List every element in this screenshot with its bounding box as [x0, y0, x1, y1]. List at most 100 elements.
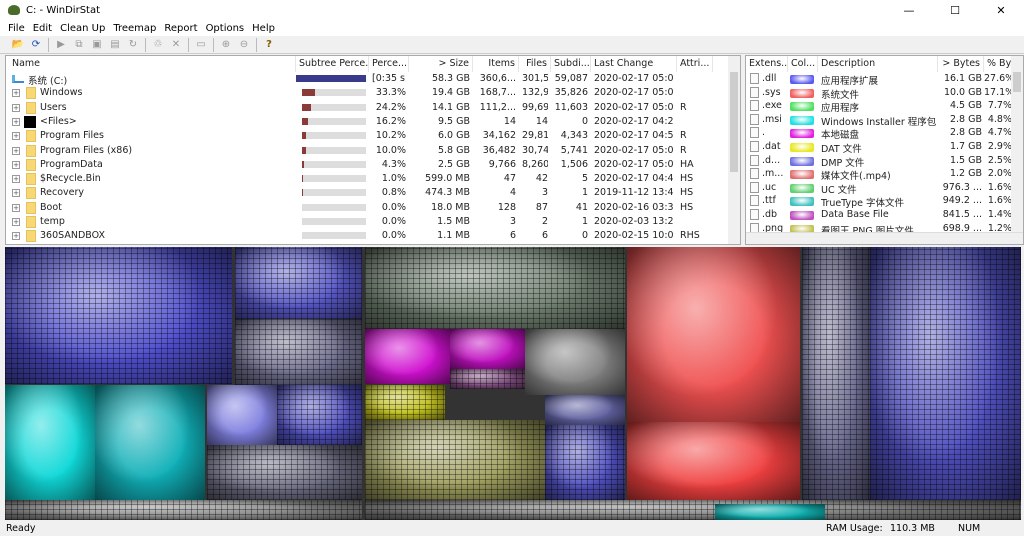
extension-row[interactable]: .uc UC 文件 976.3 ... 1.6%: [746, 181, 1023, 196]
column-header-subdirs[interactable]: Subdi...: [551, 56, 591, 72]
column-header-items[interactable]: Items: [473, 56, 519, 72]
recycle-icon[interactable]: ♲: [153, 39, 163, 50]
tree-row[interactable]: + Windows 33.3% 19.4 GB 168,7... 132,9... 35,8…: [6, 86, 740, 100]
treemap-cell[interactable]: [450, 329, 525, 369]
tree-root-row[interactable]: 系统 (C:) [0:35 s] 58.3 GB 360,6... 301,5... 59…: [6, 72, 740, 87]
tree-row[interactable]: + Boot 0.0% 18.0 MB 128 87 41 2020-02-16 03:3..…: [6, 201, 740, 215]
expand-toggle[interactable]: +: [12, 89, 20, 98]
expand-toggle[interactable]: +: [12, 160, 20, 169]
extension-row[interactable]: .sys 系统文件 10.0 GB 17.1%: [746, 86, 1023, 101]
expand-toggle[interactable]: +: [12, 232, 20, 241]
tree-row[interactable]: + temp 0.0% 1.5 MB 3 2 1 2020-02-03 13:2...: [6, 215, 740, 229]
menu-treemap[interactable]: Treemap: [113, 22, 157, 34]
treemap-cell[interactable]: [5, 247, 232, 384]
menu-report[interactable]: Report: [164, 22, 198, 34]
ext-column-header-2[interactable]: Description: [818, 56, 938, 72]
menu-edit[interactable]: Edit: [32, 22, 53, 34]
treemap-cell[interactable]: [627, 247, 800, 422]
treemap-cell[interactable]: [235, 247, 362, 319]
extension-row[interactable]: .d... DMP 文件 1.5 GB 2.5%: [746, 154, 1023, 169]
treemap-cell[interactable]: [365, 385, 445, 420]
expand-toggle[interactable]: +: [12, 203, 20, 212]
treemap-cell[interactable]: [5, 385, 95, 500]
column-header-percent[interactable]: Perce...: [369, 56, 409, 72]
close-button[interactable]: ✕: [996, 3, 1006, 17]
menu-options[interactable]: Options: [205, 22, 245, 34]
menu-help[interactable]: Help: [252, 22, 275, 34]
cmd-icon[interactable]: ▤: [110, 39, 120, 50]
treemap-cell[interactable]: [450, 369, 525, 389]
treemap-cell[interactable]: [277, 385, 362, 445]
extension-row[interactable]: . 本地磁盘 2.8 GB 4.7%: [746, 126, 1023, 141]
column-header-last-change[interactable]: Last Change: [591, 56, 677, 72]
maximize-button[interactable]: ☐: [950, 3, 960, 17]
column-header-name[interactable]: Name: [9, 56, 296, 72]
treemap-cell[interactable]: [715, 504, 825, 520]
menu-file[interactable]: File: [8, 22, 25, 34]
zoom-out-icon[interactable]: ⊖: [239, 39, 249, 50]
expand-toggle[interactable]: +: [12, 189, 20, 198]
tree-row[interactable]: + Users 24.2% 14.1 GB 111,2... 99,692 11,603 20…: [6, 101, 740, 115]
treemap-cell[interactable]: [207, 385, 277, 445]
treemap-cell[interactable]: [365, 247, 625, 329]
tree-row[interactable]: + <Files> 16.2% 9.5 GB 14 14 0 2020-02-17 04:2.…: [6, 115, 740, 129]
expand-toggle[interactable]: +: [12, 132, 20, 141]
zoom-in-icon[interactable]: ⊕: [221, 39, 231, 50]
treemap[interactable]: [5, 247, 1021, 520]
refresh-icon[interactable]: ⟳: [31, 39, 41, 50]
column-header-attr[interactable]: Attri...: [677, 56, 713, 72]
treemap-cell[interactable]: [207, 445, 362, 500]
tree-row[interactable]: + Program Files (x86) 10.0% 5.8 GB 36,482 30,…: [6, 144, 740, 158]
minimize-button[interactable]: —: [903, 3, 915, 17]
delete-icon[interactable]: ✕: [171, 39, 181, 50]
ext-column-header-3[interactable]: > Bytes: [938, 56, 984, 72]
treemap-cell[interactable]: [545, 425, 625, 500]
properties-icon[interactable]: ▭: [196, 39, 206, 50]
extension-row[interactable]: .exe 应用程序 4.5 GB 7.7%: [746, 99, 1023, 114]
treemap-cell[interactable]: [95, 385, 205, 500]
extension-row[interactable]: .msi Windows Installer 程序包 2.8 GB 4.8%: [746, 113, 1023, 128]
ext-column-header-1[interactable]: Col...: [788, 56, 818, 72]
ext-horizontal-scrollbar[interactable]: [746, 232, 1023, 244]
explorer-icon[interactable]: ▣: [92, 39, 102, 50]
treemap-cell[interactable]: [545, 395, 625, 425]
treemap-cell[interactable]: [802, 247, 870, 500]
treemap-cell[interactable]: [365, 329, 450, 384]
column-header-subtree[interactable]: Subtree Perce...: [296, 56, 369, 72]
tree-row[interactable]: + ProgramData 4.3% 2.5 GB 9,766 8,260 1,506 202…: [6, 158, 740, 172]
treemap-cell[interactable]: [525, 329, 625, 395]
menu-clean-up[interactable]: Clean Up: [60, 22, 106, 34]
open-icon[interactable]: 📂: [11, 39, 25, 50]
copy-icon[interactable]: ⧉: [75, 39, 83, 50]
expand-toggle[interactable]: +: [12, 117, 20, 126]
expand-toggle[interactable]: +: [12, 103, 20, 112]
treemap-cell[interactable]: [5, 500, 362, 520]
tree-row[interactable]: + Program Files 10.2% 6.0 GB 34,162 29,819 4,3…: [6, 129, 740, 143]
tree-row[interactable]: + $Recycle.Bin 1.0% 599.0 MB 47 42 5 2020-02-17…: [6, 172, 740, 186]
vertical-scrollbar[interactable]: [728, 56, 740, 244]
treemap-cell[interactable]: [870, 247, 1021, 500]
treemap-cell[interactable]: [365, 420, 545, 500]
treemap-cell[interactable]: [365, 500, 1021, 520]
extension-row[interactable]: .ttf TrueType 字体文件 949.2 ... 1.6%: [746, 194, 1023, 209]
treemap-cell[interactable]: [235, 319, 362, 385]
scrollbar-thumb[interactable]: [730, 72, 738, 172]
extension-row[interactable]: .m... 媒体文件(.mp4) 1.2 GB 2.0%: [746, 167, 1023, 182]
column-header-files[interactable]: Files: [519, 56, 551, 72]
ext-vertical-scrollbar[interactable]: [1011, 56, 1023, 232]
tree-row[interactable]: + Recovery 0.8% 474.3 MB 4 3 1 2019-11-12 13:4.…: [6, 186, 740, 200]
ext-column-header-0[interactable]: Extens...: [746, 56, 788, 72]
refresh-selected-icon[interactable]: ↻: [128, 39, 138, 50]
play-icon[interactable]: ▶: [57, 39, 65, 50]
expand-toggle[interactable]: +: [12, 218, 20, 226]
extension-row[interactable]: .dll 应用程序扩展 16.1 GB 27.6%: [746, 72, 1023, 87]
expand-toggle[interactable]: +: [12, 175, 20, 184]
extension-row[interactable]: .db Data Base File 841.5 ... 1.4%: [746, 208, 1023, 222]
tree-row[interactable]: +360SANDBOX 0.0% 1.1 MB 6 6 0 2020-02-15 10:0.…: [6, 229, 740, 243]
treemap-cell[interactable]: [627, 422, 800, 500]
help-icon[interactable]: ?: [266, 39, 272, 50]
expand-toggle[interactable]: +: [12, 146, 20, 155]
scrollbar-thumb[interactable]: [1013, 72, 1021, 92]
extension-row[interactable]: .dat DAT 文件 1.7 GB 2.9%: [746, 140, 1023, 155]
ext-column-header-4[interactable]: % By...: [984, 56, 1014, 72]
